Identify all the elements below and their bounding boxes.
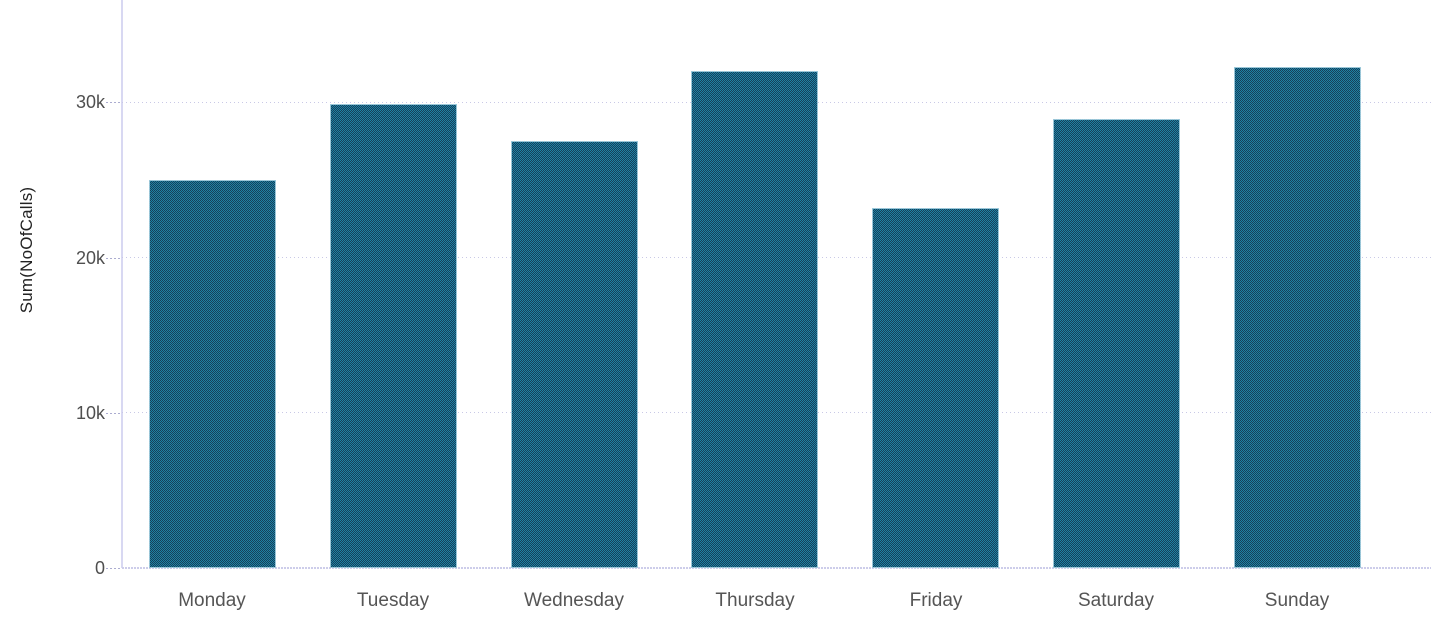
x-axis-label-sunday[interactable]: Sunday: [1264, 590, 1330, 611]
bar-wednesday[interactable]: [511, 141, 638, 568]
bar-friday[interactable]: [872, 208, 999, 568]
y-tick-mark-0: [106, 568, 121, 569]
y-tick-label-10k: 10k: [75, 402, 105, 423]
y-tick-mark-30k: [106, 102, 121, 104]
y-axis-title: Sum(NoOfCalls): [17, 186, 36, 314]
y-axis-line: [121, 0, 123, 568]
y-tick-mark-20k: [106, 257, 121, 259]
y-tick-label-30k: 30k: [75, 92, 105, 113]
x-axis-label-friday[interactable]: Friday: [909, 590, 963, 611]
x-axis-label-monday[interactable]: Monday: [178, 590, 246, 611]
x-axis-label-tuesday[interactable]: Tuesday: [356, 590, 430, 611]
bar-tuesday[interactable]: [330, 104, 457, 568]
bar-saturday[interactable]: [1053, 119, 1180, 568]
x-axis-label-wednesday[interactable]: Wednesday: [524, 590, 624, 611]
x-axis-label-thursday[interactable]: Thursday: [715, 590, 795, 611]
y-tick-mark-10k: [106, 412, 121, 414]
bar-monday[interactable]: [149, 180, 276, 568]
y-tick-label-0: 0: [94, 558, 105, 578]
y-tick-label-20k: 20k: [75, 247, 105, 268]
x-axis-line: [122, 567, 1431, 569]
bar-sunday[interactable]: [1234, 67, 1361, 568]
x-axis-label-saturday[interactable]: Saturday: [1077, 590, 1155, 611]
bar-thursday[interactable]: [691, 71, 818, 568]
